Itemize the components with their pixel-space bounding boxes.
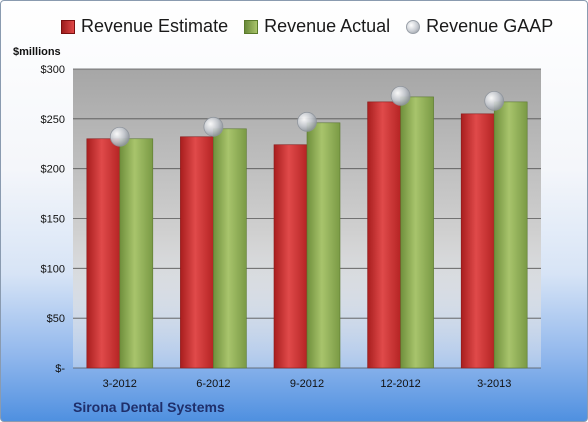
legend: Revenue Estimate Revenue Actual Revenue … bbox=[61, 16, 569, 37]
bars-group bbox=[86, 96, 528, 369]
x-tick-label: 12-2012 bbox=[380, 378, 420, 390]
y-tick-label: $150 bbox=[41, 214, 65, 226]
y-axis-units-label: $millions bbox=[13, 46, 61, 58]
bar-revenue-actual bbox=[119, 138, 154, 369]
marker-revenue-gaap bbox=[297, 111, 317, 132]
bar-revenue-actual bbox=[400, 96, 434, 369]
marker-revenue-gaap bbox=[390, 86, 411, 106]
x-tick-label: 6-2012 bbox=[196, 378, 230, 390]
y-tick-label: $300 bbox=[41, 64, 65, 76]
x-tick-label: 3-2012 bbox=[103, 378, 137, 390]
legend-item-actual: Revenue Actual bbox=[244, 16, 390, 37]
x-tick-label: 9-2012 bbox=[290, 378, 324, 390]
y-tick-label: $50 bbox=[47, 313, 65, 325]
y-tick-label: $200 bbox=[41, 164, 65, 176]
bar-revenue-estimate bbox=[86, 138, 121, 369]
bar-revenue-estimate bbox=[273, 144, 308, 369]
company-name: Sirona Dental Systems bbox=[73, 399, 225, 415]
y-axis-ticks: $- $50 $100 $150 $200 $250 $300 bbox=[41, 64, 66, 375]
marker-revenue-gaap bbox=[203, 116, 224, 137]
x-axis-ticks: 3-2012 6-2012 9-2012 12-2012 3-2013 bbox=[103, 378, 512, 390]
marker-revenue-gaap bbox=[484, 90, 505, 111]
legend-label-estimate: Revenue Estimate bbox=[81, 16, 229, 36]
legend-item-gaap: Revenue GAAP bbox=[406, 16, 553, 37]
bar-revenue-actual bbox=[306, 122, 341, 369]
marker-revenue-gaap bbox=[109, 126, 130, 147]
y-tick-label: $- bbox=[55, 363, 65, 375]
legend-label-actual: Revenue Actual bbox=[264, 16, 391, 36]
legend-swatch-actual bbox=[244, 19, 259, 34]
bar-revenue-estimate bbox=[367, 101, 401, 369]
bar-revenue-actual bbox=[213, 128, 247, 369]
legend-marker-gaap bbox=[406, 19, 421, 34]
bar-revenue-estimate bbox=[460, 113, 495, 369]
bar-revenue-actual bbox=[493, 101, 528, 369]
legend-item-estimate: Revenue Estimate bbox=[61, 16, 228, 37]
legend-swatch-estimate bbox=[61, 19, 75, 34]
y-tick-label: $100 bbox=[41, 263, 65, 275]
legend-label-gaap: Revenue GAAP bbox=[426, 16, 554, 36]
y-tick-label: $250 bbox=[41, 114, 65, 126]
gaap-markers-group bbox=[109, 86, 505, 147]
bar-revenue-estimate bbox=[180, 136, 214, 369]
x-tick-label: 3-2013 bbox=[477, 378, 511, 390]
